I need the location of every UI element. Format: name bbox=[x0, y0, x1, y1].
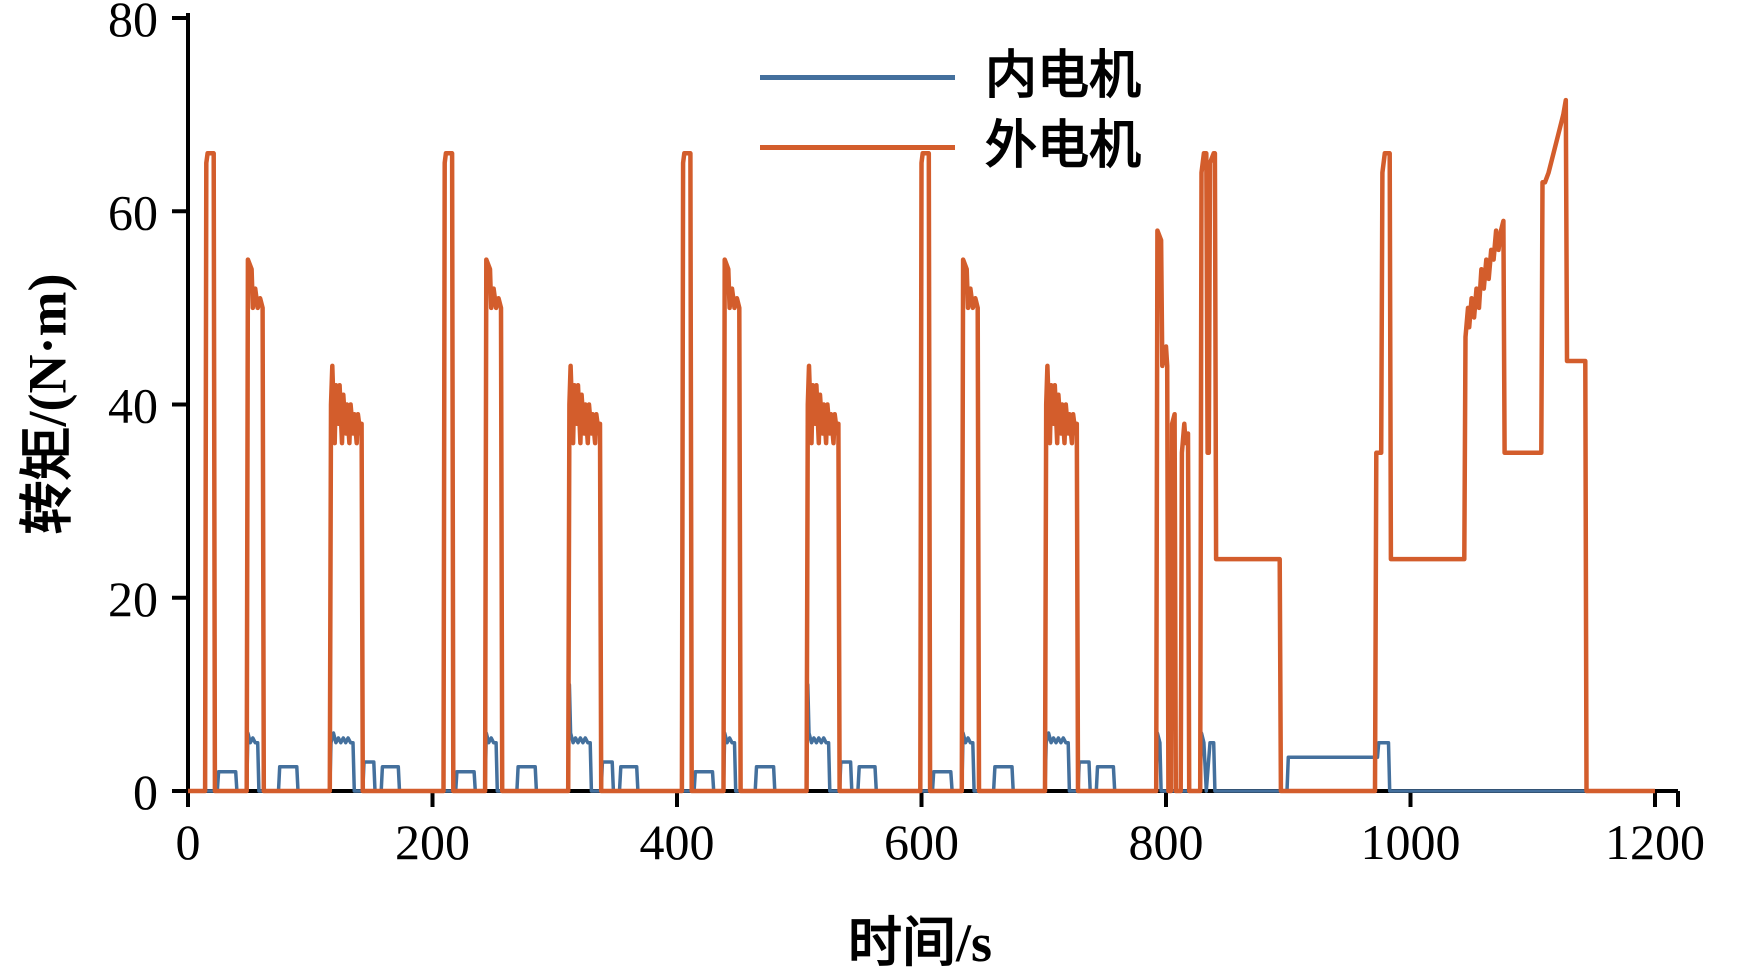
y-tick-label: 0 bbox=[133, 764, 158, 820]
y-axis-title: 转矩/(N·m) bbox=[17, 273, 78, 535]
y-tick-label: 60 bbox=[108, 184, 158, 240]
legend: 内电机 外电机 bbox=[760, 48, 1141, 176]
series-line-outer-motor bbox=[188, 97, 1655, 794]
legend-item-outer-motor: 外电机 bbox=[760, 118, 1141, 176]
x-tick-label: 400 bbox=[640, 814, 715, 870]
legend-line-sample-outer-motor bbox=[760, 144, 955, 150]
legend-line-sample-inner-motor bbox=[760, 74, 955, 80]
x-tick-label: 1000 bbox=[1361, 814, 1461, 870]
legend-item-label-inner-motor: 内电机 bbox=[985, 48, 1142, 105]
x-tick-label: 1200 bbox=[1605, 814, 1705, 870]
y-tick-label: 20 bbox=[108, 571, 158, 627]
x-tick-label: 0 bbox=[176, 814, 201, 870]
x-tick-label: 800 bbox=[1129, 814, 1204, 870]
x-tick-label: 600 bbox=[884, 814, 959, 870]
y-tick-label: 80 bbox=[108, 0, 158, 47]
series-line-inner-motor bbox=[188, 682, 1655, 793]
y-tick-label: 40 bbox=[108, 378, 158, 434]
x-axis-title: 时间/s bbox=[847, 913, 993, 970]
x-tick-label: 200 bbox=[395, 814, 470, 870]
legend-item-inner-motor: 内电机 bbox=[760, 48, 1141, 106]
legend-item-label-outer-motor: 外电机 bbox=[985, 118, 1142, 175]
